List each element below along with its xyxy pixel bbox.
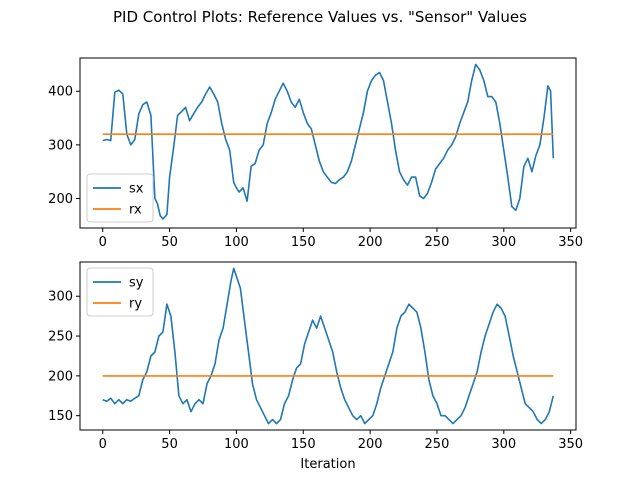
top-plot-y-tick-label-200: 200 [48,192,73,207]
figure-title: PID Control Plots: Reference Values vs. … [113,8,527,26]
bottom-plot-x-axis-label: Iteration [300,457,355,472]
top-plot-x-tick-label-0: 0 [99,235,107,250]
bottom-plot-x-tick-label-50: 50 [161,437,178,452]
top-plot-legend: sx rx [86,173,154,223]
bottom-plot-axes: 0 50 100 150 200 250 300 350 150 200 250 300 [48,261,583,452]
bottom-plot-x-tick-label-0: 0 [99,437,107,452]
bottom-plot-series-layer [102,267,555,425]
bottom-plot-legend: sy ry [86,267,154,317]
top-plot-x-tick-label-350: 350 [558,235,583,250]
top-plot-panel: 0 50 100 150 200 250 300 350 200 300 400 sx rx [48,57,583,250]
bottom-plot-x-tick-label-200: 200 [358,437,383,452]
bottom-plot-y-tick-label-300: 300 [48,290,73,305]
bottom-plot-legend-label-sy: sy [129,276,144,291]
bottom-plot-panel: 0 50 100 150 200 250 300 350 150 200 250 300 sy ry I… [48,261,583,472]
top-plot-legend-label-sx: sx [129,182,144,197]
top-plot-x-tick-label-150: 150 [291,235,316,250]
bottom-plot-axes-frame [79,261,577,431]
top-plot-axes: 0 50 100 150 200 250 300 350 200 300 400 [48,57,583,250]
top-plot-legend-label-rx: rx [129,203,142,218]
bottom-plot-series-sy-line [102,267,555,425]
top-plot-x-tick-label-250: 250 [425,235,450,250]
bottom-plot-x-tick-label-350: 350 [558,437,583,452]
bottom-plot-legend-label-ry: ry [129,297,142,312]
bottom-plot-x-tick-label-300: 300 [491,437,516,452]
top-plot-x-tick-label-50: 50 [161,235,178,250]
bottom-plot-x-tick-label-100: 100 [224,437,249,452]
top-plot-axes-frame [79,57,577,229]
top-plot-series-sx-line [102,63,555,220]
bottom-plot-y-tick-label-200: 200 [48,369,73,384]
top-plot-y-tick-label-300: 300 [48,138,73,153]
bottom-plot-y-tick-label-250: 250 [48,330,73,345]
top-plot-x-tick-label-300: 300 [491,235,516,250]
bottom-plot-x-tick-label-150: 150 [291,437,316,452]
bottom-plot-legend-box [86,267,154,317]
bottom-plot-y-tick-label-150: 150 [48,409,73,424]
top-plot-y-tick-label-400: 400 [48,85,73,100]
top-plot-legend-box [86,173,154,223]
bottom-plot-x-tick-label-250: 250 [425,437,450,452]
top-plot-x-tick-label-200: 200 [358,235,383,250]
top-plot-x-tick-label-100: 100 [224,235,249,250]
top-plot-series-layer [102,63,555,220]
